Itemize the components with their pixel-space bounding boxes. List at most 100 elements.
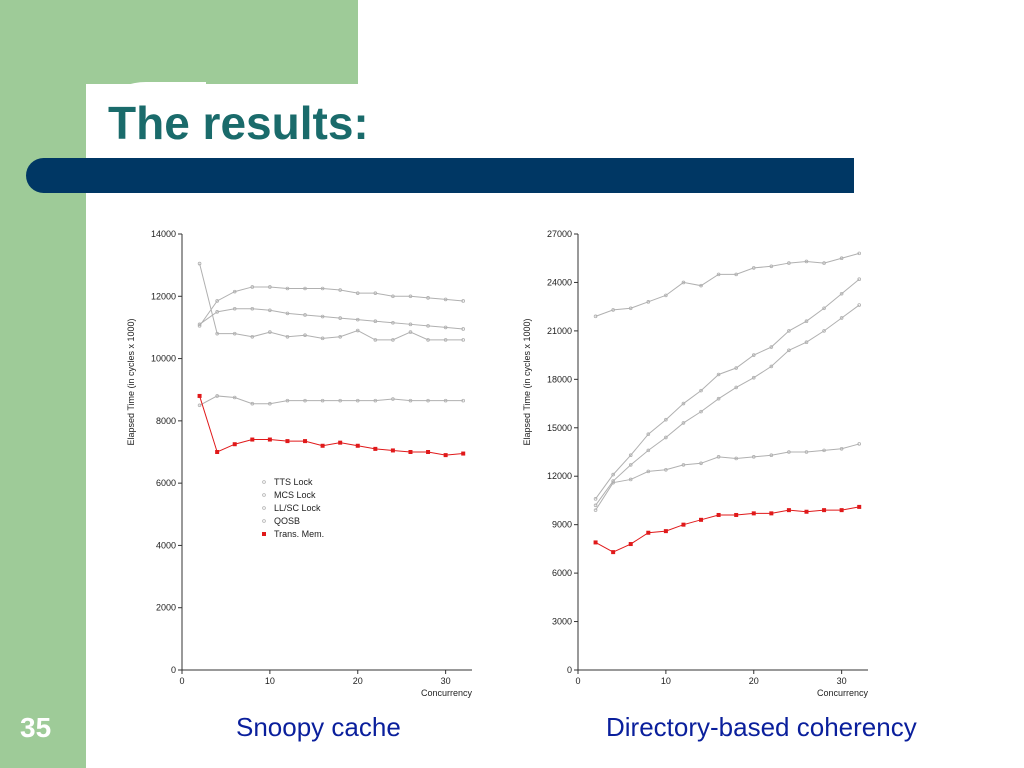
y-tick-label: 6000 (552, 568, 572, 578)
data-point-ll-sc-lock (628, 463, 633, 467)
data-point-qosb (699, 461, 703, 466)
data-point-trans-mem (232, 442, 237, 447)
data-point-qosb (268, 401, 272, 406)
y-tick-label: 15000 (547, 423, 572, 433)
data-point-qosb (716, 455, 721, 459)
data-point-mcs-lock (787, 329, 791, 333)
data-point-tts-lock (804, 259, 809, 264)
data-point-ll-sc-lock (232, 306, 237, 311)
y-tick-label: 10000 (151, 354, 176, 364)
data-point-trans-mem (786, 508, 791, 513)
data-point-tts-lock (822, 261, 826, 265)
data-point-mcs-lock (250, 285, 255, 289)
series-line-tts-lock (595, 252, 860, 317)
x-tick-label: 0 (575, 676, 580, 686)
y-tick-label: 0 (171, 665, 176, 675)
data-point-qosb (303, 398, 307, 403)
x-axis-label: Concurrency (817, 688, 869, 698)
data-point-tts-lock (303, 333, 307, 338)
data-point-qosb (355, 398, 360, 403)
data-point-tts-lock (857, 251, 862, 256)
legend-label-ll-sc-lock: LL/SC Lock (274, 503, 321, 513)
series-line-mcs-lock (595, 278, 860, 500)
y-tick-label: 12000 (151, 291, 176, 301)
y-tick-label: 18000 (547, 374, 572, 384)
data-point-tts-lock (320, 336, 325, 341)
data-point-mcs-lock (197, 324, 202, 328)
data-point-tts-lock (408, 330, 413, 334)
data-point-qosb (373, 398, 378, 403)
data-point-trans-mem (663, 529, 668, 534)
data-point-qosb (320, 398, 325, 403)
legend-label-mcs-lock: MCS Lock (274, 490, 316, 500)
data-point-trans-mem (628, 542, 633, 547)
y-tick-label: 4000 (156, 540, 176, 550)
snoopy-cache-chart: 0 2000 4000 6000 8000 10000 12000 14000 0 10 20 30 C… (126, 229, 472, 698)
data-point-ll-sc-lock (699, 409, 703, 414)
x-tick-label: 20 (353, 676, 363, 686)
x-tick-label: 30 (441, 676, 451, 686)
data-point-tts-lock (769, 264, 774, 269)
data-point-ll-sc-lock (646, 448, 651, 453)
x-tick-label: 10 (661, 676, 671, 686)
data-point-mcs-lock (857, 277, 862, 282)
y-tick-label: 2000 (156, 603, 176, 613)
data-point-ll-sc-lock (664, 435, 668, 440)
y-tick-label: 9000 (552, 520, 572, 530)
data-point-tts-lock (734, 272, 738, 277)
data-point-tts-lock (250, 334, 255, 339)
series-line-trans-mem (595, 506, 860, 553)
data-point-mcs-lock (268, 285, 272, 289)
data-point-ll-sc-lock (408, 322, 413, 327)
data-point-mcs-lock (646, 432, 651, 437)
series-line-ll-sc-lock (199, 308, 464, 330)
series-line-tts-lock (199, 263, 464, 341)
y-tick-label: 3000 (552, 617, 572, 627)
data-point-tts-lock (215, 331, 219, 336)
data-point-trans-mem (611, 550, 616, 555)
data-point-ll-sc-lock (443, 325, 448, 330)
data-point-mcs-lock (699, 388, 703, 393)
data-point-trans-mem (857, 504, 862, 509)
y-tick-label: 0 (567, 665, 572, 675)
data-point-ll-sc-lock (804, 340, 809, 344)
legend-label-trans-mem: Trans. Mem. (274, 529, 324, 539)
data-point-tts-lock (443, 338, 448, 342)
data-point-mcs-lock (338, 288, 342, 292)
series-line-mcs-lock (199, 286, 464, 327)
slide-title: The results: (108, 97, 369, 149)
chart-caption-snoopy: Snoopy cache (236, 712, 401, 742)
data-point-qosb (443, 398, 448, 403)
x-tick-label: 0 (179, 676, 184, 686)
x-tick-label: 30 (837, 676, 847, 686)
data-point-trans-mem (355, 443, 360, 448)
data-point-mcs-lock (734, 366, 738, 370)
data-point-qosb (408, 398, 413, 403)
data-point-trans-mem (716, 512, 721, 517)
chart-caption-directory: Directory-based coherency (606, 712, 917, 742)
slide-number: 35 (20, 712, 52, 743)
legend-marker-ll-sc-lock (262, 506, 266, 510)
data-point-qosb (787, 450, 791, 454)
series-line-qosb (199, 395, 464, 406)
data-point-tts-lock (426, 338, 430, 342)
data-point-tts-lock (355, 328, 360, 333)
data-point-qosb (338, 398, 342, 403)
data-point-trans-mem (373, 446, 378, 451)
data-point-mcs-lock (804, 319, 809, 323)
data-point-mcs-lock (664, 417, 668, 422)
data-point-ll-sc-lock (681, 421, 686, 425)
data-point-trans-mem (408, 450, 413, 454)
data-point-mcs-lock (681, 401, 686, 406)
data-point-ll-sc-lock (215, 310, 219, 314)
data-point-mcs-lock (320, 286, 325, 291)
data-point-ll-sc-lock (822, 329, 826, 333)
data-point-mcs-lock (373, 291, 378, 295)
data-point-ll-sc-lock (716, 396, 721, 401)
data-point-trans-mem (822, 508, 827, 513)
data-point-mcs-lock (822, 306, 826, 311)
data-point-mcs-lock (461, 299, 466, 303)
data-point-ll-sc-lock (769, 364, 774, 369)
data-point-tts-lock (268, 330, 272, 334)
data-point-ll-sc-lock (461, 327, 466, 331)
